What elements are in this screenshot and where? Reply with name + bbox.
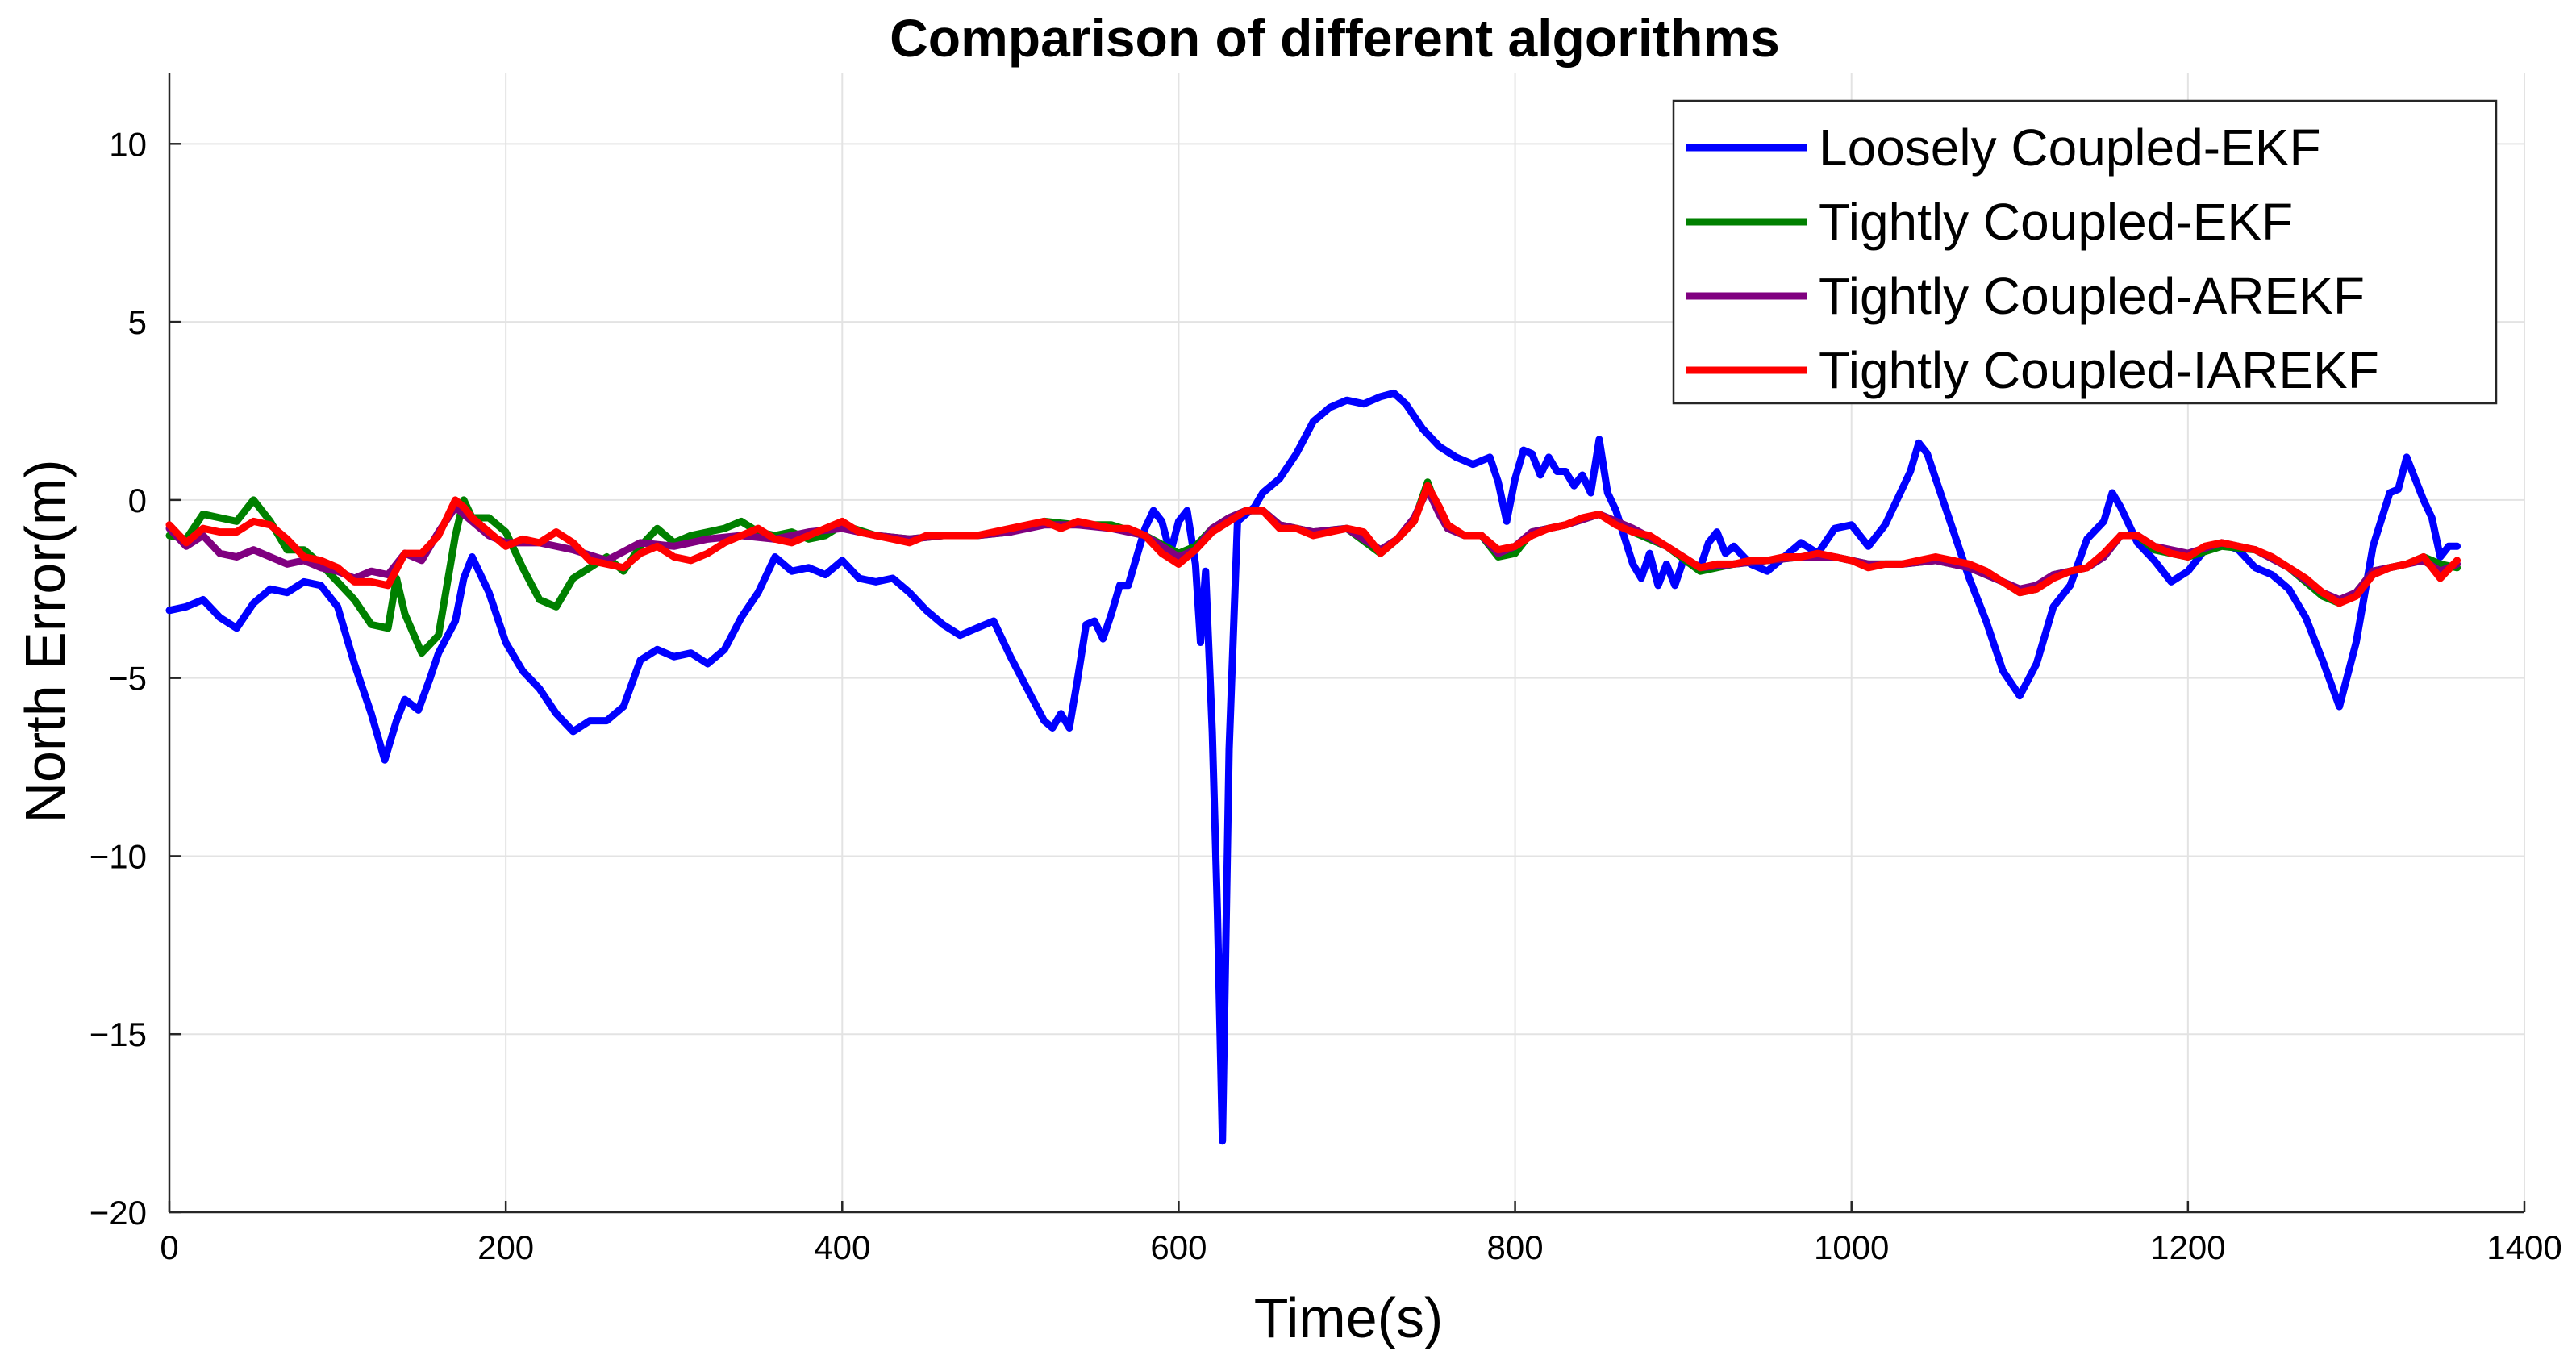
plot-area: 0 200 400 600 800 1000 1200 1400 −20 −15 −10 −5 0 5 10 [90,73,2562,1266]
x-tick-label: 1000 [1814,1228,1889,1266]
x-tick-label: 1200 [2150,1228,2225,1266]
x-tick-label: 0 [160,1228,178,1266]
y-tick-label: −20 [90,1194,147,1232]
x-tick-label: 200 [477,1228,534,1266]
x-tick-label: 600 [1150,1228,1207,1266]
y-tick-label: −15 [90,1015,147,1053]
x-axis-label: Time(s) [1254,1286,1444,1349]
chart-title: Comparison of different algorithms [890,8,1780,68]
legend: Loosely Coupled-EKF Tightly Coupled-EKF Ti… [1672,99,2498,405]
x-tick-label: 1400 [2486,1228,2561,1266]
legend-box [1672,99,2498,405]
legend-entry: Tightly Coupled-AREKF [1819,267,2365,325]
y-tick-label: −10 [90,837,147,875]
y-tick-label: −5 [108,660,147,698]
y-tick-label: 0 [128,482,147,519]
legend-entry: Tightly Coupled-IAREKF [1819,341,2379,399]
x-tick-label: 400 [814,1228,870,1266]
series-line-4 [165,482,2461,607]
series-line-1 [165,389,2461,1145]
y-axis-label: North Error(m) [14,459,77,823]
y-tick-label: 5 [128,303,147,341]
legend-entry: Loosely Coupled-EKF [1819,119,2321,177]
x-tick-label: 800 [1487,1228,1544,1266]
y-tick-label: 10 [109,125,147,163]
legend-entry: Tightly Coupled-EKF [1819,193,2293,251]
